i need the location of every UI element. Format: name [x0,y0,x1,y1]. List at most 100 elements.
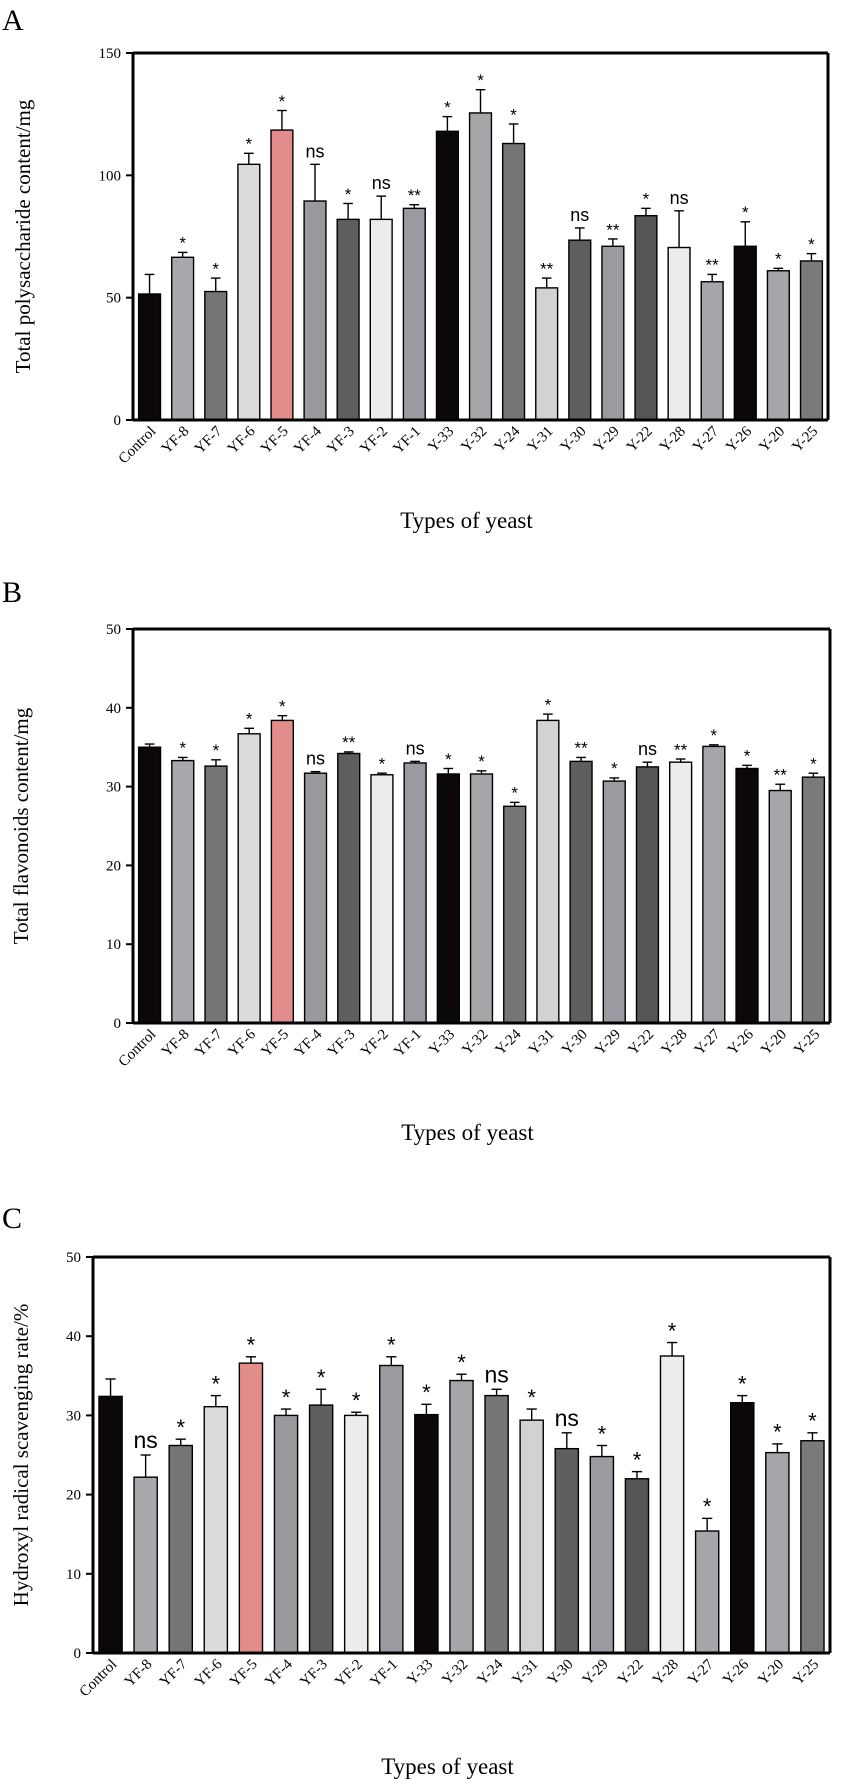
panel-b-bar-3 [237,733,261,1024]
panel-a-bar-3 [237,163,261,421]
panel-a-significance-11: * [510,105,517,124]
panel-b-x-tick-label-4: YF-5 [258,1027,292,1061]
panel-b-significance-19: ** [774,766,788,785]
panel-b-bar-18 [735,767,759,1024]
panel-a-y-tick-label-3: 150 [99,46,122,62]
panel-a-bar-6 [336,218,360,421]
panel-b-x-tick-label-8: YF-1 [391,1027,425,1061]
panel-b-significance-15: ns [638,739,657,759]
panel-a-x-tick-label-19: Y-20 [756,424,788,456]
panel-a-x-tick-label-13: Y-30 [558,424,590,456]
panel-c-significance-12: * [527,1385,536,1410]
panel-a-bar-4 [270,129,294,421]
panel-c-bar-12 [519,1419,544,1654]
panel-c-x-tick-label-16: Y-28 [650,1657,682,1689]
panel-a-bar-5 [303,200,327,421]
panel-c-x-tick-label-11: Y-24 [474,1656,506,1688]
panel-a-significance-6: * [345,185,352,204]
panel-c-x-tick-label-12: Y-31 [510,1657,542,1689]
panel-b-bar-9 [436,773,460,1024]
panel-c-significance-4: * [247,1333,256,1358]
panel-c-x-tick-label-3: YF-6 [192,1656,226,1690]
panel-a-bar-20 [799,260,824,421]
panel-c-x-tick-label-10: Y-32 [439,1657,471,1689]
panel-b-significance-7: * [379,755,386,774]
panel-a-x-tick-label-8: YF-1 [390,424,424,458]
panel-b-y-axis-title: Total flavonoids content/mg [9,707,33,944]
panel-c-significance-1: ns [133,1427,157,1453]
panel-c-bar-16 [659,1355,685,1654]
panel-b-bar-8 [403,762,427,1024]
panel-c-x-tick-label-17: Y-27 [685,1656,717,1688]
panel-c-bar-1 [133,1476,158,1654]
panel-a-significance-18: * [742,203,749,222]
panel-c-x-tick-label-15: Y-22 [615,1657,647,1689]
panel-a-bar-0 [137,293,162,421]
panel-b-bar-14 [602,780,626,1024]
panel-a-x-tick-label-6: YF-3 [324,424,358,458]
panel-b-significance-5: ns [306,749,325,769]
panel-b-bar-1 [171,759,195,1024]
panel-b-significance-1: * [179,739,186,758]
panel-c-letter: C [2,1202,22,1235]
panel-b-bar-2 [204,765,228,1024]
panel-c-significance-19: * [773,1420,782,1445]
panel-c-x-tick-label-13: Y-30 [545,1657,577,1689]
panel-b-x-tick-label-2: YF-7 [192,1026,226,1060]
panel-c-bar-8 [379,1364,404,1654]
panel-a-x-tick-label-3: YF-6 [225,423,259,457]
panel-c-y-tick-label-1: 10 [66,1567,81,1583]
panel-b-y-tick-label-0: 0 [114,1016,122,1032]
panel-c-x-axis-title: Types of yeast [381,1754,514,1779]
panel-b-bar-17 [702,745,726,1024]
panel-b-significance-6: ** [342,733,356,752]
panel-a-significance-12: ** [540,259,554,278]
panel-a-x-tick-label-18: Y-26 [723,423,755,455]
panel-b-significance-14: * [611,759,618,778]
panel-c-y-tick-label-4: 40 [66,1329,81,1345]
panel-b-x-tick-label-1: YF-8 [159,1027,193,1061]
panel-b-x-tick-label-18: Y-26 [725,1026,757,1058]
panel-c-bar-9 [414,1413,439,1654]
panel-a-significance-4: * [279,92,286,111]
panel-b-y-tick-label-4: 40 [106,701,121,717]
panel-c-y-tick-label-2: 20 [66,1488,81,1504]
panel-a-y-axis-title: Total polysaccharide content/mg [11,99,35,373]
panel-a-bar-18 [733,245,757,421]
panel-b-letter: B [2,576,22,609]
panel-b-significance-2: * [213,741,220,760]
panel-a-bar-1 [171,256,195,421]
panel-a-x-tick-label-10: Y-32 [458,424,490,456]
panel-c-x-tick-label-4: YF-5 [227,1657,261,1691]
panel-c-y-tick-label-0: 0 [74,1646,82,1662]
panel-a-y-tick-label-1: 50 [106,291,121,307]
panel-a-significance-10: * [477,71,484,90]
panel-b-y-tick-label-1: 10 [106,937,121,953]
panel-b-bar-16 [668,761,693,1024]
panel-a-significance-7: ns [372,173,391,193]
panel-a-x-tick-label-14: Y-29 [591,424,623,456]
panel-a-x-tick-label-4: YF-5 [258,424,292,458]
panel-a-significance-3: * [246,135,253,154]
panel-a-y-tick-label-2: 100 [99,168,122,184]
panel-b-bar-10 [469,773,494,1024]
panel-b-bar-6 [337,752,361,1024]
panel-b-x-tick-label-14: Y-29 [592,1027,624,1059]
panel-a-bar-11 [501,142,526,421]
panel-c-significance-2: * [176,1415,185,1440]
panel-b-bar-20 [801,776,826,1024]
panel-a-x-tick-label-1: YF-8 [159,424,193,458]
panel-c-x-tick-label-9: Y-33 [404,1657,436,1689]
panel-a-x-tick-label-7: YF-2 [357,424,391,458]
panel-b-y-tick-label-2: 20 [106,858,121,874]
panel-a-bar-16 [667,246,691,421]
panel-c-x-tick-label-0: Control [77,1657,121,1701]
panel-b-x-tick-label-17: Y-27 [692,1026,724,1058]
panel-b-y-tick-label-5: 50 [106,622,121,638]
panel-b-x-tick-label-9: Y-33 [426,1027,458,1059]
panel-c-significance-17: * [703,1494,712,1519]
panel-a-bar-7 [369,218,393,421]
panel-a-significance-15: * [643,190,650,209]
panel-b-significance-11: * [511,784,518,803]
panel-c-significance-9: * [422,1380,431,1405]
